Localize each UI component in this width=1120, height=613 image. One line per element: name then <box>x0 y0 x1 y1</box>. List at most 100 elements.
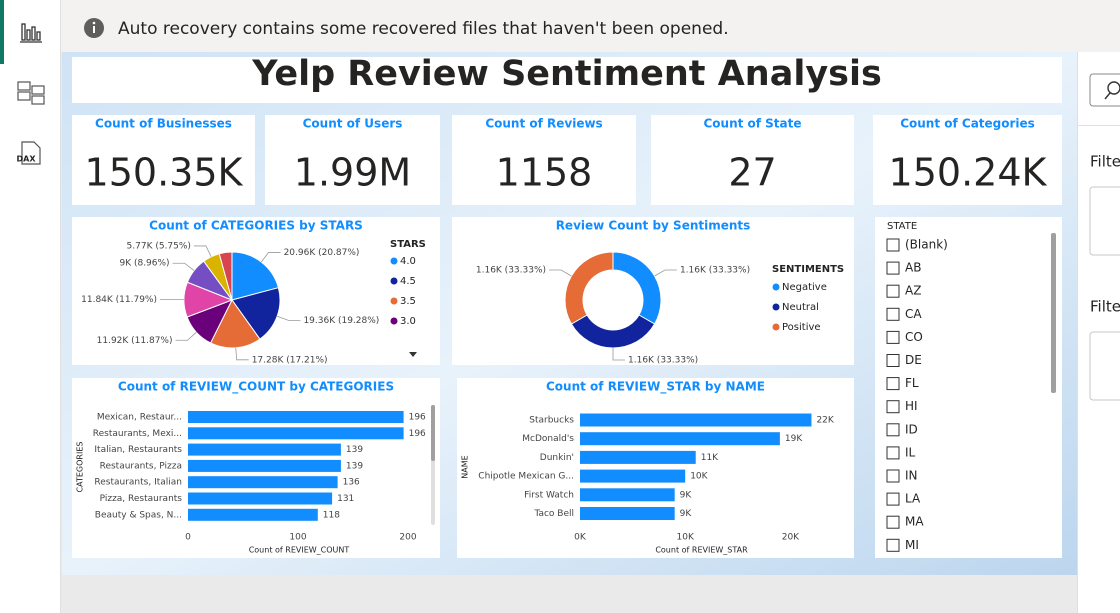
bar <box>580 488 675 502</box>
visual-title: Count of REVIEW_STAR by NAME <box>546 380 765 395</box>
visual-title: Count of REVIEW_COUNT by CATEGORIES <box>118 380 394 395</box>
data-label: 131 <box>337 494 354 504</box>
data-label: 11.92K (11.87%) <box>97 336 173 346</box>
bar <box>580 507 675 520</box>
kpi-card <box>265 115 440 205</box>
x-axis-title: Count of REVIEW_COUNT <box>249 546 350 555</box>
dax-icon[interactable]: DAX <box>17 141 41 165</box>
legend-more <box>409 352 417 357</box>
search-box[interactable] <box>1089 73 1120 107</box>
leader-line <box>260 252 281 263</box>
legend-title: SENTIMENTS <box>772 264 844 275</box>
filter-well[interactable] <box>1089 186 1120 256</box>
slice <box>564 251 614 325</box>
rail-active <box>0 0 4 64</box>
y-tick-label: Mexican, Restaur... <box>97 413 182 423</box>
kpi-label: Count of State <box>703 117 801 131</box>
kpi-value: 1158 <box>496 151 593 195</box>
kpi-label: Count of Businesses <box>95 117 232 131</box>
y-tick-label: Restaurants, Mexi... <box>93 429 182 439</box>
leader-line <box>277 315 301 321</box>
y-axis-title: NAME <box>461 455 470 478</box>
checkbox[interactable] <box>886 492 900 506</box>
info-icon-dot <box>92 21 96 25</box>
leader-line <box>235 347 249 361</box>
scrollbar-thumb <box>431 405 435 461</box>
kpi-label: Count of Categories <box>900 117 1035 131</box>
slicer-item: HI <box>905 399 918 413</box>
x-tick-label: 20K <box>782 533 800 543</box>
leader-line <box>172 262 195 271</box>
checkbox[interactable] <box>886 284 900 298</box>
legend-label: Positive <box>782 322 821 333</box>
bar <box>188 411 404 423</box>
data-label: 1.16K (33.33%) <box>476 266 546 276</box>
bar <box>188 427 404 440</box>
checkbox[interactable] <box>886 238 900 252</box>
data-label: 11.84K (11.79%) <box>81 295 157 305</box>
legend-marker <box>390 277 398 285</box>
report-icon[interactable] <box>20 23 42 43</box>
checkbox[interactable] <box>886 307 900 321</box>
dax-label: DAX <box>17 155 37 164</box>
visual-card <box>457 378 854 558</box>
notification-text: Auto recovery contains some recovered fi… <box>118 19 729 39</box>
checkbox[interactable] <box>886 377 900 391</box>
checkbox[interactable] <box>886 354 900 367</box>
leader-line <box>654 269 677 277</box>
slice <box>218 251 233 301</box>
data-label: 1.16K (33.33%) <box>680 266 750 276</box>
slicer-item: IN <box>905 469 918 483</box>
x-axis-title: Count of REVIEW_STAR <box>655 546 748 555</box>
legend-label: 4.5 <box>400 276 416 287</box>
slicer-item: MA <box>905 515 924 529</box>
checkbox[interactable] <box>886 538 900 552</box>
filter-label: Filte <box>1090 298 1120 316</box>
left-rail <box>0 0 60 613</box>
search-icon-handle <box>1104 92 1111 100</box>
slice <box>209 299 261 349</box>
legend-label: 4.0 <box>400 256 416 267</box>
table-icon[interactable] <box>17 81 45 105</box>
kpi-card <box>452 115 636 205</box>
checkbox[interactable] <box>886 446 900 460</box>
legend-marker <box>390 317 398 325</box>
legend-label: 3.0 <box>400 316 416 327</box>
kpi-value: 27 <box>728 151 776 195</box>
legend-title: STARS <box>390 239 426 250</box>
legend-label: 3.5 <box>400 296 416 307</box>
data-label: 5.77K (5.75%) <box>127 241 191 251</box>
visual-title: Review Count by Sentiments <box>556 219 751 233</box>
checkbox[interactable] <box>886 261 900 275</box>
slicer-item: CA <box>905 307 922 321</box>
slice <box>231 287 281 340</box>
search-icon <box>1107 81 1120 95</box>
y-axis-title: CATEGORIES <box>76 442 85 493</box>
y-tick-label: Starbucks <box>529 416 574 426</box>
data-label: 136 <box>343 478 360 488</box>
y-tick-label: Pizza, Restaurants <box>100 494 183 504</box>
visual-title: Count of CATEGORIES by STARS <box>149 219 363 233</box>
y-tick-label: Dunkin' <box>540 453 574 463</box>
checkbox[interactable] <box>886 400 900 414</box>
x-tick-label: 200 <box>399 533 416 543</box>
slicer-card <box>875 217 1062 558</box>
legend-marker <box>772 303 780 311</box>
y-tick-label: Restaurants, Pizza <box>100 461 182 471</box>
x-tick-label: 100 <box>289 533 306 543</box>
kpi-label: Count of Users <box>303 117 403 131</box>
data-label: 9K (8.96%) <box>119 259 169 269</box>
data-label: 139 <box>346 445 363 455</box>
bar <box>188 443 341 456</box>
kpi-value: 1.99M <box>294 151 411 195</box>
slicer-item: CO <box>905 330 923 344</box>
checkbox[interactable] <box>886 423 900 437</box>
legend-marker <box>390 297 398 305</box>
checkbox[interactable] <box>886 330 900 344</box>
filter-well[interactable] <box>1089 331 1120 401</box>
notification-bar <box>61 0 1120 52</box>
checkbox[interactable] <box>886 469 900 483</box>
y-tick-label: Italian, Restaurants <box>94 445 182 455</box>
info-icon-stem <box>93 26 95 33</box>
checkbox[interactable] <box>886 515 900 529</box>
